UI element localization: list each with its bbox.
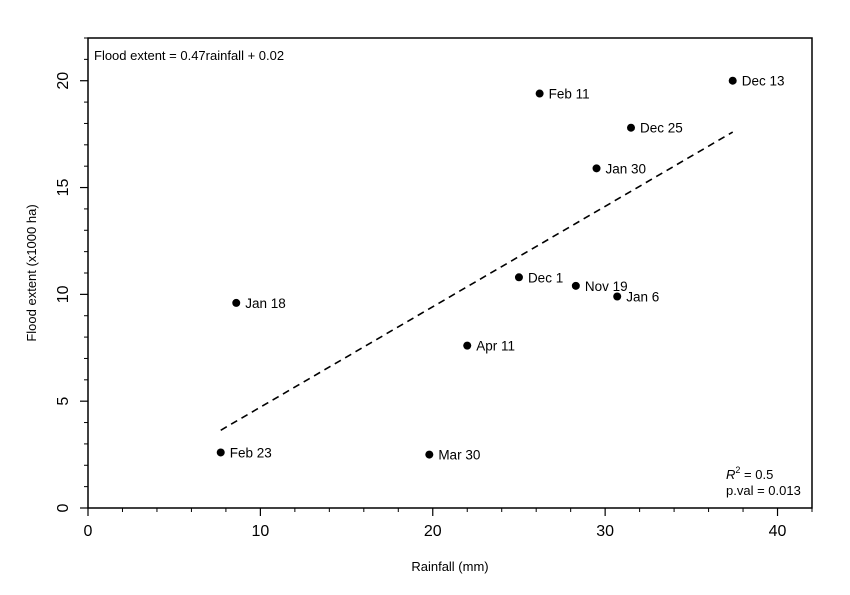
y-tick-label: 0: [55, 503, 72, 512]
x-tick-label: 20: [424, 523, 442, 540]
y-tick-label: 20: [55, 72, 72, 90]
data-point: [613, 292, 622, 301]
data-point: [592, 164, 601, 173]
data-point-label: Jan 6: [626, 290, 659, 305]
regression-line: [220, 131, 734, 431]
data-point: [535, 89, 544, 98]
data-point: [425, 450, 434, 459]
r-squared-annotation: R2 = 0.5: [726, 465, 773, 482]
data-point-label: Dec 25: [640, 121, 683, 136]
x-axis-label: Rainfall (mm): [411, 559, 488, 574]
data-point-label: Dec 1: [528, 270, 563, 285]
plot-frame: [87, 37, 813, 509]
data-point: [463, 341, 472, 350]
data-point: [216, 448, 225, 457]
data-point-label: Apr 11: [476, 339, 515, 354]
data-point: [514, 273, 523, 282]
x-tick-label: 30: [596, 523, 614, 540]
y-tick-label: 15: [55, 179, 72, 197]
x-tick-label: 0: [84, 523, 93, 540]
equation-annotation: Flood extent = 0.47rainfall + 0.02: [94, 48, 284, 63]
plot-area: 0 10 20 30 40 0 5 10 15 20 Dec 13 Feb 11 Dec 25 Jan 3…: [55, 37, 813, 540]
data-point-label: Feb 11: [549, 87, 590, 102]
data-point: [627, 123, 635, 132]
y-axis-label: Flood extent (x1000 ha): [24, 204, 39, 341]
data-point: [232, 298, 241, 307]
data-point-label: Jan 18: [245, 296, 286, 311]
p-value-annotation: p.val = 0.013: [726, 483, 801, 498]
data-point-label: Nov 19: [585, 279, 628, 294]
data-point-label: Feb 23: [230, 445, 272, 460]
x-tick-label: 10: [251, 523, 269, 540]
data-point-label: Mar 30: [438, 448, 480, 463]
data-point: [728, 76, 737, 85]
data-point-label: Jan 30: [606, 161, 647, 176]
y-tick-label: 10: [55, 285, 72, 303]
data-point-label: Dec 13: [742, 74, 785, 89]
x-tick-label: 40: [769, 523, 787, 540]
data-point: [571, 281, 580, 290]
y-tick-label: 5: [55, 397, 72, 406]
